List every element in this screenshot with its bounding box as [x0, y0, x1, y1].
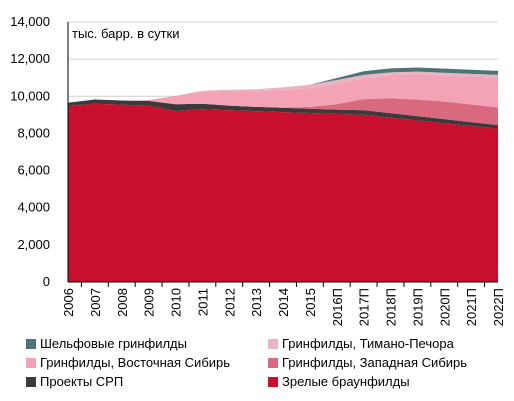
legend: Шельфовые гринфилды Гринфилды, Тимано-Печ… [26, 336, 467, 389]
x-tick-label: 2018П [384, 288, 399, 326]
area-series [68, 67, 498, 282]
y-tick-label: 10,000 [10, 88, 50, 103]
y-tick-label: 4,000 [17, 200, 50, 215]
x-tick-label: 2021П [464, 288, 479, 326]
unit-label: тыс. барр. в сутки [72, 26, 180, 41]
y-axis-ticks: 0 2,000 4,000 6,000 8,000 10,000 12,000 14,000 [10, 14, 50, 289]
axes [67, 22, 498, 287]
legend-swatch [268, 358, 278, 368]
area-series-5 [68, 71, 498, 103]
x-tick-label: 2009 [142, 288, 157, 317]
area-series-4 [68, 74, 498, 108]
x-tick-label: 2013 [249, 288, 264, 317]
y-tick-label: 14,000 [10, 14, 50, 29]
legend-label: Зрелые браунфилды [282, 374, 410, 389]
x-tick-label: 2016П [330, 288, 345, 326]
y-tick-label: 0 [43, 274, 50, 289]
y-tick-label: 12,000 [10, 51, 50, 66]
x-tick-label: 2019П [410, 288, 425, 326]
legend-item: Зрелые браунфилды [268, 374, 410, 389]
legend-label: Шельфовые гринфилды [40, 336, 187, 351]
legend-swatch [268, 377, 278, 387]
x-tick-label: 2020П [437, 288, 452, 326]
legend-label: Гринфилды, Тимано-Печора [282, 336, 455, 351]
legend-item: Гринфилды, Восточная Сибирь [26, 355, 230, 370]
y-tick-label: 8,000 [17, 125, 50, 140]
legend-swatch [26, 339, 36, 349]
area-series-1 [68, 103, 498, 282]
area-series-2 [68, 99, 498, 129]
x-tick-label: 2007 [88, 288, 103, 317]
legend-swatch [268, 339, 278, 349]
x-tick-label: 2017П [357, 288, 372, 326]
x-tick-label: 2014 [276, 288, 291, 317]
x-axis-ticks: 2006 2007 2008 2009 2010 2011 2012 2013 2014 2015… [61, 288, 506, 326]
x-tick-label: 2010 [169, 288, 184, 317]
y-tick-label: 6,000 [17, 163, 50, 178]
legend-item: Шельфовые гринфилды [26, 336, 187, 351]
x-tick-label: 2015 [303, 288, 318, 317]
legend-item: Гринфилды, Тимано-Печора [268, 336, 455, 351]
x-tick-label: 2006 [61, 288, 76, 317]
legend-item: Проекты СРП [26, 374, 123, 389]
legend-label: Гринфилды, Восточная Сибирь [40, 355, 230, 370]
legend-swatch [26, 377, 36, 387]
legend-label: Гринфилды, Западная Сибирь [282, 355, 467, 370]
x-tick-label: 2008 [115, 288, 130, 317]
legend-label: Проекты СРП [40, 374, 123, 389]
legend-swatch [26, 358, 36, 368]
x-tick-label: 2012 [222, 288, 237, 317]
area-series-6 [68, 67, 498, 103]
x-tick-label: 2022П [491, 288, 506, 326]
legend-item: Гринфилды, Западная Сибирь [268, 355, 467, 370]
area-series-3 [68, 98, 498, 126]
x-tick-label: 2011 [195, 288, 210, 316]
y-tick-label: 2,000 [17, 237, 50, 252]
